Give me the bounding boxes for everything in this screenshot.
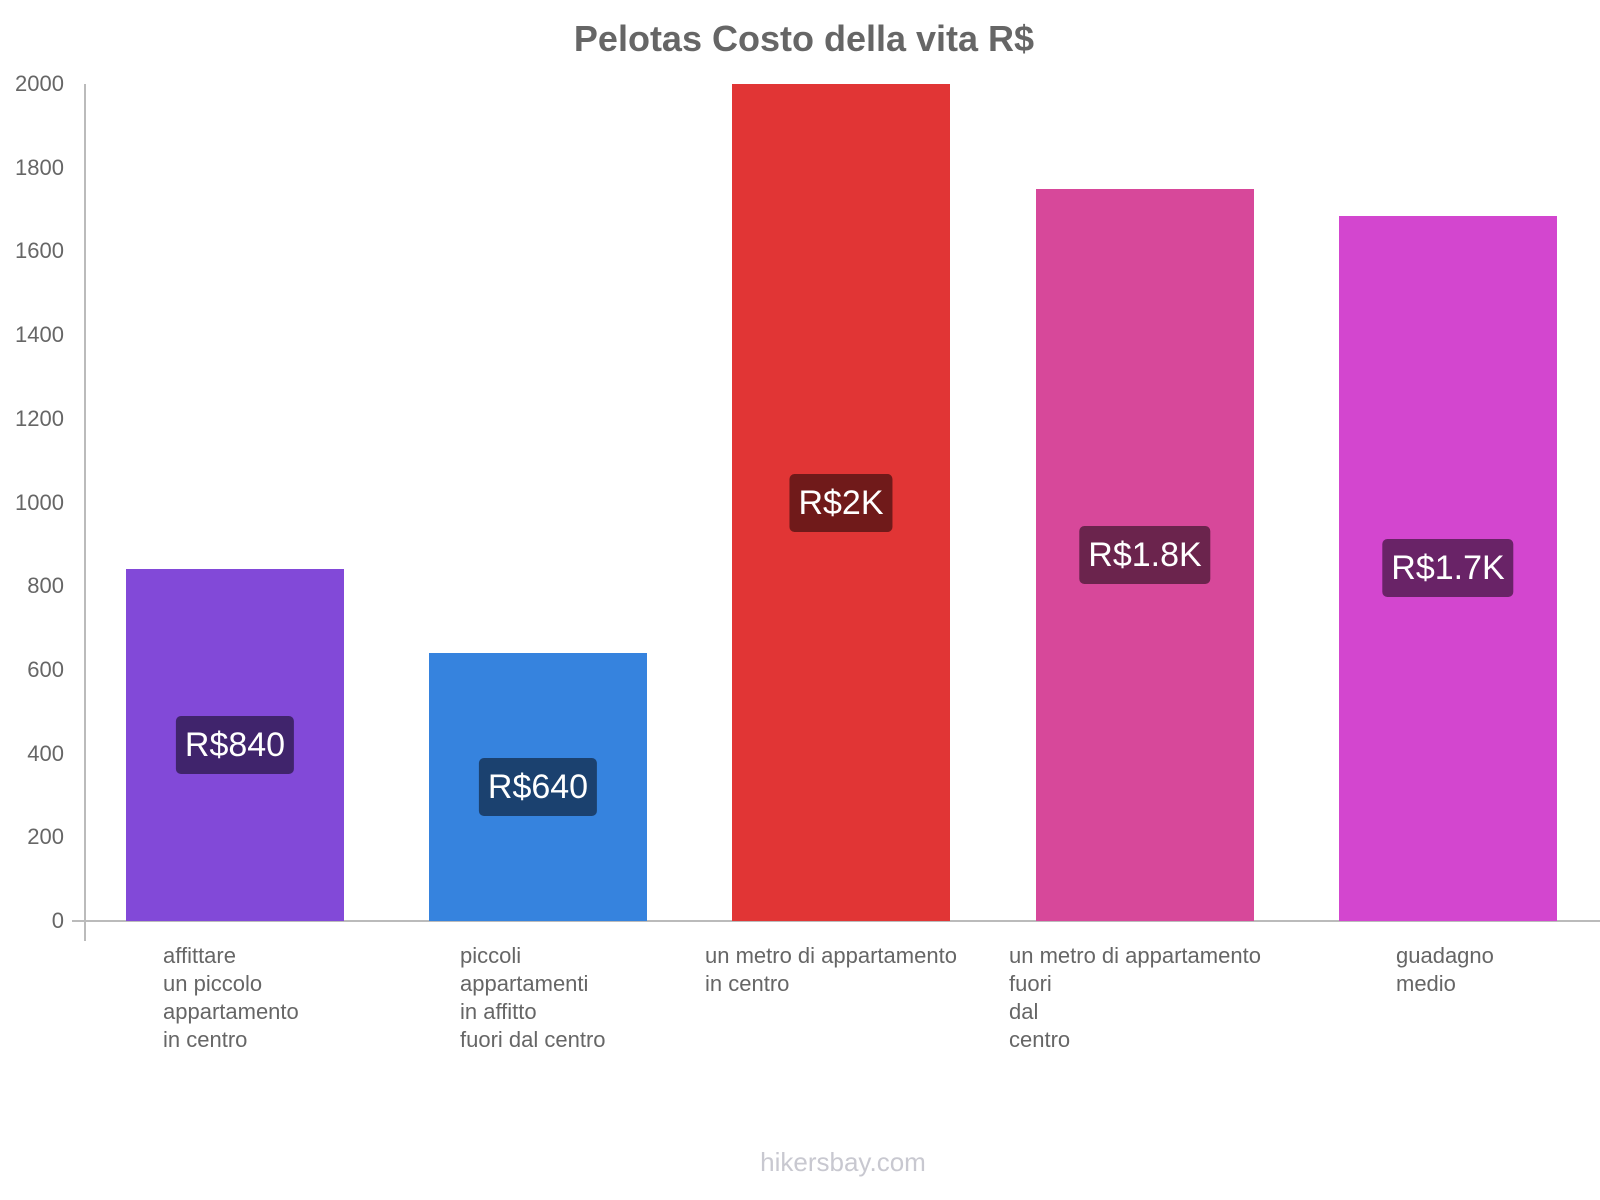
- bar-value-label: R$1.7K: [1382, 539, 1514, 598]
- chart-title: Pelotas Costo della vita R$: [573, 18, 1035, 59]
- y-tick-label: 1200: [15, 405, 64, 431]
- watermark-source: hikersbay.com: [760, 1147, 926, 1177]
- bar-value-label: R$840: [175, 716, 295, 775]
- x-category-label: affittare un piccolo appartamento in cen…: [163, 943, 299, 1052]
- y-tick-label: 0: [51, 908, 64, 933]
- x-axis-line: [72, 920, 1600, 922]
- bar-value-label: R$1.8K: [1079, 525, 1211, 584]
- bar-value-label: R$2K: [789, 473, 893, 532]
- x-category-label: un metro di appartamento fuori dal centr…: [1009, 943, 1261, 1052]
- x-category-label: piccoli appartamenti in affitto fuori da…: [460, 943, 606, 1052]
- y-tick-label: 800: [27, 573, 64, 599]
- y-tick-label: 400: [27, 740, 64, 766]
- y-tick-label: 600: [27, 656, 64, 682]
- y-tick-label: 1000: [15, 489, 64, 515]
- y-tick-label: 1400: [15, 322, 64, 348]
- y-tick-label: 1600: [15, 238, 64, 264]
- y-tick-label: 200: [27, 824, 64, 850]
- y-tick-label: 1800: [15, 154, 64, 180]
- x-category-label: un metro di appartamento in centro: [705, 943, 957, 996]
- y-tick-label: 2000: [15, 71, 64, 96]
- y-axis-line: [84, 84, 86, 941]
- x-category-label: guadagno medio: [1396, 943, 1494, 996]
- bar-value-label: R$640: [478, 758, 598, 817]
- y-tick-mark: [74, 920, 84, 922]
